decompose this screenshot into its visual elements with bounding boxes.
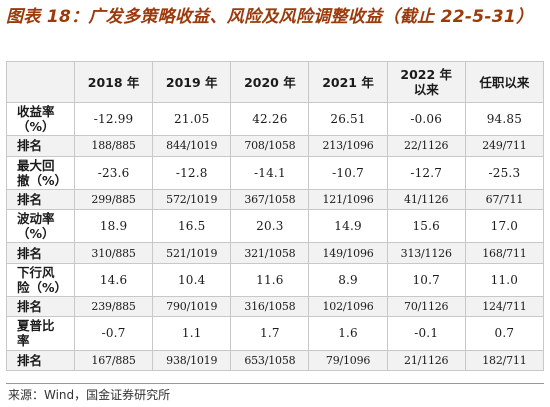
header-cell: 2022 年 以来 <box>386 61 466 103</box>
table-header-row: 2018 年 2019 年 2020 年 2021 年 2022 年 以来 任职… <box>6 61 545 103</box>
rank-cell: 22/1126 <box>386 135 466 157</box>
rank-cell: 239/885 <box>73 295 154 318</box>
rank-row: 排名 299/885 572/1019 367/1058 121/1096 41/1126… <box>6 188 545 211</box>
rank-cell: 79/1096 <box>308 349 388 372</box>
rank-cell: 168/711 <box>464 242 545 264</box>
metric-row: 下行风 险（%） 14.6 10.4 11.6 8.9 10.7 11.0 <box>6 262 545 297</box>
header-cell: 2020 年 <box>230 61 310 103</box>
footer-divider <box>6 383 544 384</box>
rank-cell: 213/1096 <box>308 135 388 157</box>
rank-cell: 708/1058 <box>230 135 310 157</box>
rank-cell: 70/1126 <box>386 295 466 318</box>
value-cell: 20.3 <box>230 209 310 244</box>
row-label: 波动率 （%） <box>6 209 75 244</box>
value-cell: -23.6 <box>73 155 154 190</box>
performance-table: 2018 年 2019 年 2020 年 2021 年 2022 年 以来 任职… <box>6 61 545 372</box>
value-cell: 11.6 <box>230 262 310 297</box>
row-label: 排名 <box>6 242 75 264</box>
header-cell: 任职以来 <box>464 61 545 103</box>
rank-cell: 182/711 <box>464 349 545 372</box>
rank-cell: 321/1058 <box>230 242 310 264</box>
rank-cell: 790/1019 <box>152 295 232 318</box>
rank-cell: 653/1058 <box>230 349 310 372</box>
rank-cell: 938/1019 <box>152 349 232 372</box>
row-label: 收益率 （%） <box>6 101 75 137</box>
value-cell: 26.51 <box>308 101 388 137</box>
metric-row: 夏普比 率 -0.7 1.1 1.7 1.6 -0.1 0.7 <box>6 316 545 351</box>
value-cell: 18.9 <box>73 209 154 244</box>
value-cell: 14.9 <box>308 209 388 244</box>
rank-cell: 310/885 <box>73 242 154 264</box>
header-cell <box>6 61 75 103</box>
row-label: 下行风 险（%） <box>6 262 75 297</box>
value-cell: 10.7 <box>386 262 466 297</box>
rank-cell: 367/1058 <box>230 188 310 211</box>
value-cell: 14.6 <box>73 262 154 297</box>
value-cell: -25.3 <box>464 155 545 190</box>
rank-cell: 572/1019 <box>152 188 232 211</box>
rank-cell: 844/1019 <box>152 135 232 157</box>
value-cell: 94.85 <box>464 101 545 137</box>
rank-cell: 316/1058 <box>230 295 310 318</box>
row-label: 排名 <box>6 188 75 211</box>
rank-cell: 21/1126 <box>386 349 466 372</box>
value-cell: 11.0 <box>464 262 545 297</box>
value-cell: 8.9 <box>308 262 388 297</box>
value-cell: -12.8 <box>152 155 232 190</box>
rank-row: 排名 188/885 844/1019 708/1058 213/1096 22/1126… <box>6 135 545 157</box>
rank-cell: 124/711 <box>464 295 545 318</box>
source-note: 来源：Wind，国金证券研究所 <box>8 388 171 402</box>
rank-row: 排名 310/885 521/1019 321/1058 149/1096 313/112… <box>6 242 545 264</box>
value-cell: 42.26 <box>230 101 310 137</box>
metric-row: 波动率 （%） 18.9 16.5 20.3 14.9 15.6 17.0 <box>6 209 545 244</box>
metric-row: 收益率 （%） -12.99 21.05 42.26 26.51 -0.06 94.85 <box>6 101 545 137</box>
value-cell: -10.7 <box>308 155 388 190</box>
value-cell: -14.1 <box>230 155 310 190</box>
value-cell: -0.1 <box>386 316 466 351</box>
header-cell: 2019 年 <box>152 61 232 103</box>
value-cell: 10.4 <box>152 262 232 297</box>
rank-cell: 313/1126 <box>386 242 466 264</box>
value-cell: 15.6 <box>386 209 466 244</box>
value-cell: 1.7 <box>230 316 310 351</box>
value-cell: -0.06 <box>386 101 466 137</box>
rank-row: 排名 167/885 938/1019 653/1058 79/1096 21/1126 1… <box>6 349 545 372</box>
rank-cell: 149/1096 <box>308 242 388 264</box>
value-cell: 0.7 <box>464 316 545 351</box>
rank-cell: 299/885 <box>73 188 154 211</box>
value-cell: 16.5 <box>152 209 232 244</box>
value-cell: -0.7 <box>73 316 154 351</box>
row-label: 夏普比 率 <box>6 316 75 351</box>
row-label: 排名 <box>6 349 75 372</box>
row-label: 排名 <box>6 295 75 318</box>
header-cell: 2021 年 <box>308 61 388 103</box>
rank-cell: 521/1019 <box>152 242 232 264</box>
figure-title: 图表 18：广发多策略收益、风险及风险调整收益（截止 22-5-31） <box>6 7 534 27</box>
rank-cell: 41/1126 <box>386 188 466 211</box>
value-cell: -12.7 <box>386 155 466 190</box>
value-cell: 21.05 <box>152 101 232 137</box>
header-cell: 2018 年 <box>73 61 154 103</box>
rank-cell: 249/711 <box>464 135 545 157</box>
rank-cell: 121/1096 <box>308 188 388 211</box>
value-cell: 17.0 <box>464 209 545 244</box>
metric-row: 最大回 撤（%） -23.6 -12.8 -14.1 -10.7 -12.7 -25.3 <box>6 155 545 190</box>
value-cell: -12.99 <box>73 101 154 137</box>
value-cell: 1.6 <box>308 316 388 351</box>
row-label: 最大回 撤（%） <box>6 155 75 190</box>
rank-row: 排名 239/885 790/1019 316/1058 102/1096 70/1126… <box>6 295 545 318</box>
rank-cell: 167/885 <box>73 349 154 372</box>
rank-cell: 67/711 <box>464 188 545 211</box>
row-label: 排名 <box>6 135 75 157</box>
rank-cell: 188/885 <box>73 135 154 157</box>
rank-cell: 102/1096 <box>308 295 388 318</box>
value-cell: 1.1 <box>152 316 232 351</box>
